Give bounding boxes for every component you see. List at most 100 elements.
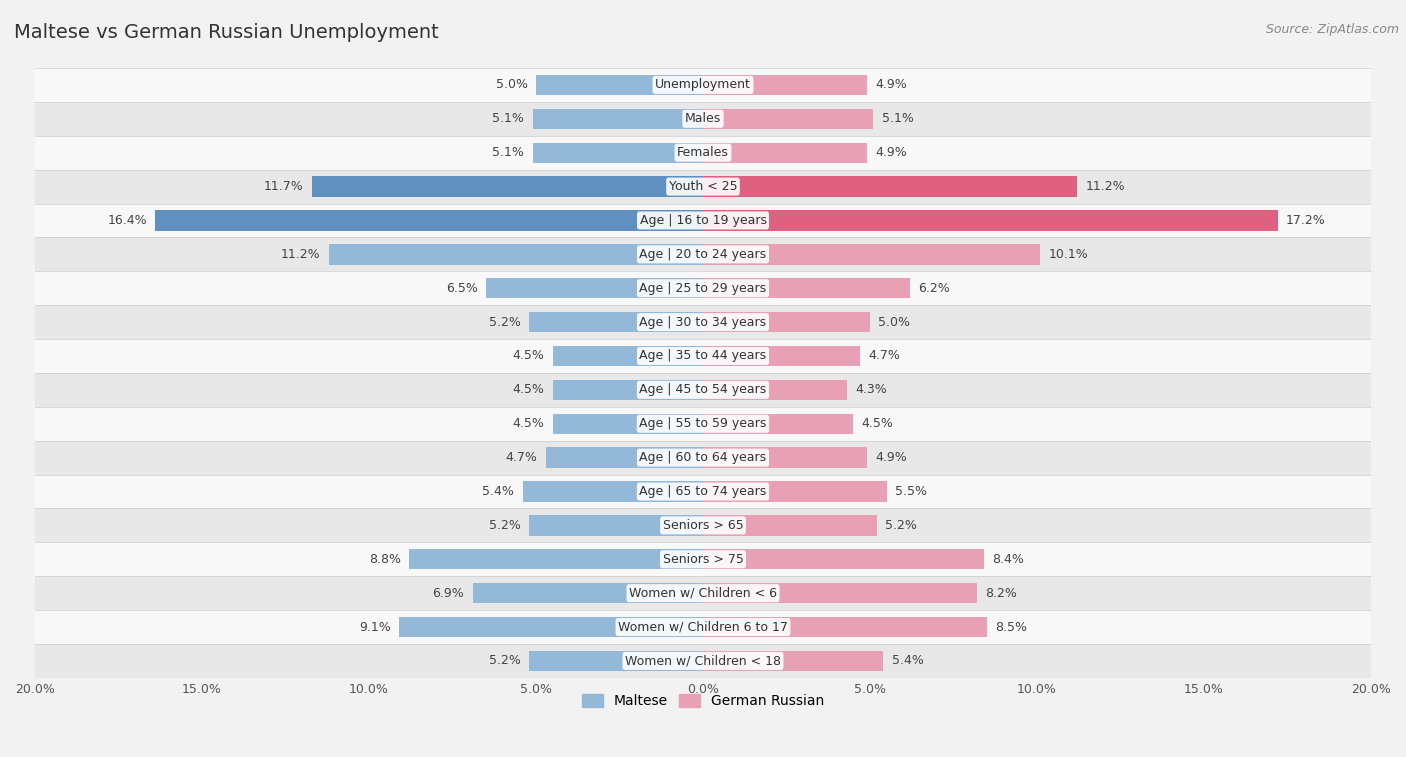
- Text: Age | 25 to 29 years: Age | 25 to 29 years: [640, 282, 766, 294]
- Text: 5.0%: 5.0%: [496, 79, 527, 92]
- Bar: [533, 142, 703, 163]
- Bar: [35, 509, 1371, 542]
- Text: 8.5%: 8.5%: [995, 621, 1028, 634]
- Bar: [35, 441, 1371, 475]
- Text: 4.5%: 4.5%: [512, 383, 544, 397]
- Text: 4.9%: 4.9%: [875, 146, 907, 159]
- Text: 4.5%: 4.5%: [862, 417, 894, 430]
- Text: 5.4%: 5.4%: [482, 485, 515, 498]
- Bar: [35, 136, 1371, 170]
- Text: Females: Females: [678, 146, 728, 159]
- Bar: [703, 549, 984, 569]
- Bar: [703, 447, 866, 468]
- Bar: [35, 407, 1371, 441]
- Text: 8.8%: 8.8%: [368, 553, 401, 565]
- Text: Women w/ Children < 6: Women w/ Children < 6: [628, 587, 778, 600]
- Text: Age | 55 to 59 years: Age | 55 to 59 years: [640, 417, 766, 430]
- Bar: [399, 617, 703, 637]
- Text: 4.9%: 4.9%: [875, 79, 907, 92]
- Text: Age | 60 to 64 years: Age | 60 to 64 years: [640, 451, 766, 464]
- Bar: [703, 583, 977, 603]
- Bar: [703, 481, 887, 502]
- Bar: [35, 305, 1371, 339]
- Bar: [553, 346, 703, 366]
- Text: 6.9%: 6.9%: [433, 587, 464, 600]
- Text: Males: Males: [685, 112, 721, 126]
- Bar: [703, 651, 883, 671]
- Bar: [35, 238, 1371, 271]
- Text: 5.5%: 5.5%: [896, 485, 927, 498]
- Bar: [35, 339, 1371, 373]
- Bar: [35, 271, 1371, 305]
- Bar: [546, 447, 703, 468]
- Bar: [35, 542, 1371, 576]
- Text: Age | 16 to 19 years: Age | 16 to 19 years: [640, 214, 766, 227]
- Bar: [155, 210, 703, 231]
- Bar: [703, 617, 987, 637]
- Text: 5.1%: 5.1%: [492, 146, 524, 159]
- Bar: [312, 176, 703, 197]
- Text: 16.4%: 16.4%: [107, 214, 146, 227]
- Text: 10.1%: 10.1%: [1049, 248, 1088, 261]
- Text: 4.3%: 4.3%: [855, 383, 887, 397]
- Text: Age | 20 to 24 years: Age | 20 to 24 years: [640, 248, 766, 261]
- Bar: [703, 413, 853, 434]
- Bar: [486, 278, 703, 298]
- Bar: [703, 278, 910, 298]
- Text: 5.2%: 5.2%: [884, 519, 917, 532]
- Bar: [533, 109, 703, 129]
- Text: Age | 35 to 44 years: Age | 35 to 44 years: [640, 350, 766, 363]
- Bar: [35, 644, 1371, 678]
- Bar: [35, 204, 1371, 238]
- Bar: [35, 475, 1371, 509]
- Bar: [35, 373, 1371, 407]
- Bar: [536, 75, 703, 95]
- Text: 11.2%: 11.2%: [1085, 180, 1125, 193]
- Text: 4.7%: 4.7%: [869, 350, 900, 363]
- Text: Youth < 25: Youth < 25: [669, 180, 737, 193]
- Bar: [703, 75, 866, 95]
- Text: 9.1%: 9.1%: [359, 621, 391, 634]
- Text: Women w/ Children < 18: Women w/ Children < 18: [626, 654, 780, 668]
- Text: 5.4%: 5.4%: [891, 654, 924, 668]
- Text: 5.2%: 5.2%: [489, 519, 522, 532]
- Bar: [35, 68, 1371, 102]
- Bar: [553, 380, 703, 400]
- Text: 8.2%: 8.2%: [986, 587, 1017, 600]
- Bar: [35, 610, 1371, 644]
- Text: 4.7%: 4.7%: [506, 451, 537, 464]
- Text: 4.5%: 4.5%: [512, 350, 544, 363]
- Text: 4.5%: 4.5%: [512, 417, 544, 430]
- Bar: [703, 109, 873, 129]
- Text: 5.2%: 5.2%: [489, 316, 522, 329]
- Text: Women w/ Children 6 to 17: Women w/ Children 6 to 17: [619, 621, 787, 634]
- Text: 11.2%: 11.2%: [281, 248, 321, 261]
- Bar: [529, 312, 703, 332]
- Text: 5.2%: 5.2%: [489, 654, 522, 668]
- Bar: [703, 245, 1040, 264]
- Text: Source: ZipAtlas.com: Source: ZipAtlas.com: [1265, 23, 1399, 36]
- Text: 4.9%: 4.9%: [875, 451, 907, 464]
- Bar: [409, 549, 703, 569]
- Text: Age | 45 to 54 years: Age | 45 to 54 years: [640, 383, 766, 397]
- Bar: [703, 210, 1278, 231]
- Bar: [703, 380, 846, 400]
- Text: Unemployment: Unemployment: [655, 79, 751, 92]
- Bar: [472, 583, 703, 603]
- Bar: [703, 312, 870, 332]
- Legend: Maltese, German Russian: Maltese, German Russian: [576, 689, 830, 714]
- Bar: [703, 176, 1077, 197]
- Text: 5.1%: 5.1%: [882, 112, 914, 126]
- Text: 8.4%: 8.4%: [993, 553, 1024, 565]
- Text: 11.7%: 11.7%: [264, 180, 304, 193]
- Bar: [523, 481, 703, 502]
- Bar: [35, 576, 1371, 610]
- Bar: [329, 245, 703, 264]
- Bar: [553, 413, 703, 434]
- Text: 5.0%: 5.0%: [879, 316, 910, 329]
- Bar: [703, 142, 866, 163]
- Text: Age | 30 to 34 years: Age | 30 to 34 years: [640, 316, 766, 329]
- Bar: [35, 170, 1371, 204]
- Text: 6.2%: 6.2%: [918, 282, 950, 294]
- Text: Seniors > 75: Seniors > 75: [662, 553, 744, 565]
